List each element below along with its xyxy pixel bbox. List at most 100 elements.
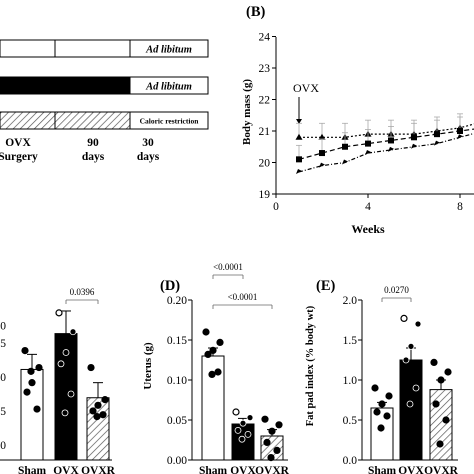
timeline-30-label: 30 bbox=[142, 137, 154, 149]
y-tick-label: 0.00 bbox=[167, 455, 187, 467]
data-point bbox=[23, 388, 31, 396]
data-point bbox=[365, 150, 371, 156]
data-point bbox=[93, 413, 101, 421]
bar bbox=[399, 359, 423, 461]
data-point bbox=[61, 409, 69, 417]
data-point bbox=[434, 140, 440, 146]
x-tick-label: 8 bbox=[457, 201, 463, 213]
y-tick-label: 0 bbox=[0, 372, 6, 384]
y-tick-label: 23 bbox=[259, 63, 271, 75]
significance-label: <0.0001 bbox=[228, 292, 258, 302]
y-tick-label: 19 bbox=[259, 189, 271, 201]
data-point bbox=[89, 407, 97, 415]
data-point bbox=[94, 401, 102, 409]
y-tick-label: 0.0 bbox=[343, 455, 358, 467]
panel-c-plot: 0 5 0 5 0 Sham OVX OVXR 0.0396 bbox=[0, 287, 116, 474]
data-point bbox=[296, 168, 302, 174]
timeline-panel: Ad libitum Ad libitum Caloric restrictio… bbox=[0, 39, 209, 163]
timeline-label-row3: Caloric restriction bbox=[140, 117, 200, 126]
significance-label: 0.0396 bbox=[70, 287, 95, 297]
data-point bbox=[444, 368, 452, 376]
data-point bbox=[436, 440, 444, 448]
data-point bbox=[267, 454, 275, 462]
x-tick-label: 4 bbox=[365, 201, 371, 213]
panel-b: (B) Body mass (g) Weeks 1920212223240481… bbox=[241, 4, 474, 236]
data-point bbox=[27, 367, 35, 375]
data-point bbox=[67, 390, 75, 398]
data-point bbox=[28, 379, 36, 387]
category-label: OVX bbox=[230, 465, 256, 474]
y-tick-label: 22 bbox=[259, 95, 271, 107]
data-point bbox=[214, 368, 222, 376]
data-point bbox=[457, 134, 463, 140]
y-tick-label: 0.5 bbox=[343, 415, 358, 427]
y-tick-label: 0.20 bbox=[167, 295, 187, 307]
timeline-90-label: 90 bbox=[87, 137, 99, 149]
category-label: OVXR bbox=[424, 465, 459, 474]
y-tick-label: 21 bbox=[259, 126, 271, 138]
data-point bbox=[378, 400, 386, 408]
data-point-outline bbox=[55, 309, 63, 317]
data-point bbox=[457, 128, 463, 134]
y-tick-label: 5 bbox=[0, 338, 6, 350]
data-point bbox=[319, 162, 325, 168]
data-point bbox=[268, 427, 276, 435]
timeline-days-label: days bbox=[137, 151, 160, 163]
data-point bbox=[239, 419, 247, 427]
data-point bbox=[216, 338, 224, 346]
timeline-bar-ovxr bbox=[0, 111, 131, 130]
data-point bbox=[388, 146, 394, 152]
data-point bbox=[87, 363, 95, 372]
data-point-outline bbox=[232, 408, 240, 416]
category-label: Sham bbox=[199, 465, 228, 474]
category-label: Sham bbox=[18, 465, 47, 474]
data-point bbox=[234, 426, 242, 434]
data-point bbox=[244, 430, 252, 438]
panel-b-xlabel: Weeks bbox=[351, 222, 385, 236]
data-point bbox=[434, 131, 440, 138]
data-point bbox=[319, 150, 325, 157]
y-tick-label: 0 bbox=[0, 440, 6, 452]
y-tick-label: 0 bbox=[0, 321, 6, 333]
data-point bbox=[35, 363, 43, 372]
data-point bbox=[365, 140, 371, 147]
data-point-outline bbox=[400, 314, 408, 322]
data-point bbox=[437, 376, 445, 384]
data-point bbox=[411, 143, 417, 149]
data-point bbox=[342, 143, 348, 150]
data-point bbox=[273, 446, 281, 454]
y-tick-label: 24 bbox=[259, 32, 271, 44]
category-label: Sham bbox=[368, 465, 397, 474]
data-point bbox=[373, 408, 381, 416]
data-point bbox=[406, 400, 414, 408]
data-point bbox=[99, 411, 107, 419]
data-point bbox=[371, 384, 379, 392]
panel-d-ylabel: Uterus (g) bbox=[142, 342, 154, 390]
series-line bbox=[298, 132, 474, 173]
category-label: OVXR bbox=[81, 465, 116, 474]
data-point bbox=[101, 396, 109, 404]
data-point bbox=[442, 416, 450, 424]
data-point bbox=[209, 346, 217, 354]
timeline-end-box-ovxr bbox=[129, 111, 209, 130]
y-tick-label: 2.0 bbox=[343, 295, 358, 307]
panel-e-ylabel: Fat pad index (% body wt) bbox=[305, 305, 316, 426]
significance-label: 0.0270 bbox=[384, 285, 409, 295]
panel-e-plot: 0.0 0.5 1.0 1.5 2.0 Sham OVX OVXR 0.0270 bbox=[343, 285, 459, 474]
data-point bbox=[275, 421, 283, 429]
timeline-label-row2: Ad libitum bbox=[145, 82, 192, 93]
data-point bbox=[21, 346, 29, 355]
data-point bbox=[62, 349, 70, 356]
data-point bbox=[430, 358, 438, 366]
data-point bbox=[318, 133, 326, 140]
y-tick-label: 20 bbox=[259, 158, 271, 170]
timeline-ovx-label: OVX bbox=[5, 137, 31, 149]
data-point bbox=[295, 133, 303, 140]
panel-e: (E) Fat pad index (% body wt) 0.0 0.5 1.0 1… bbox=[305, 278, 459, 474]
x-tick-label: 0 bbox=[273, 201, 279, 213]
y-tick-label: 0.05 bbox=[167, 415, 187, 427]
data-point bbox=[385, 392, 393, 400]
data-point bbox=[208, 370, 216, 378]
series-line bbox=[298, 128, 474, 160]
